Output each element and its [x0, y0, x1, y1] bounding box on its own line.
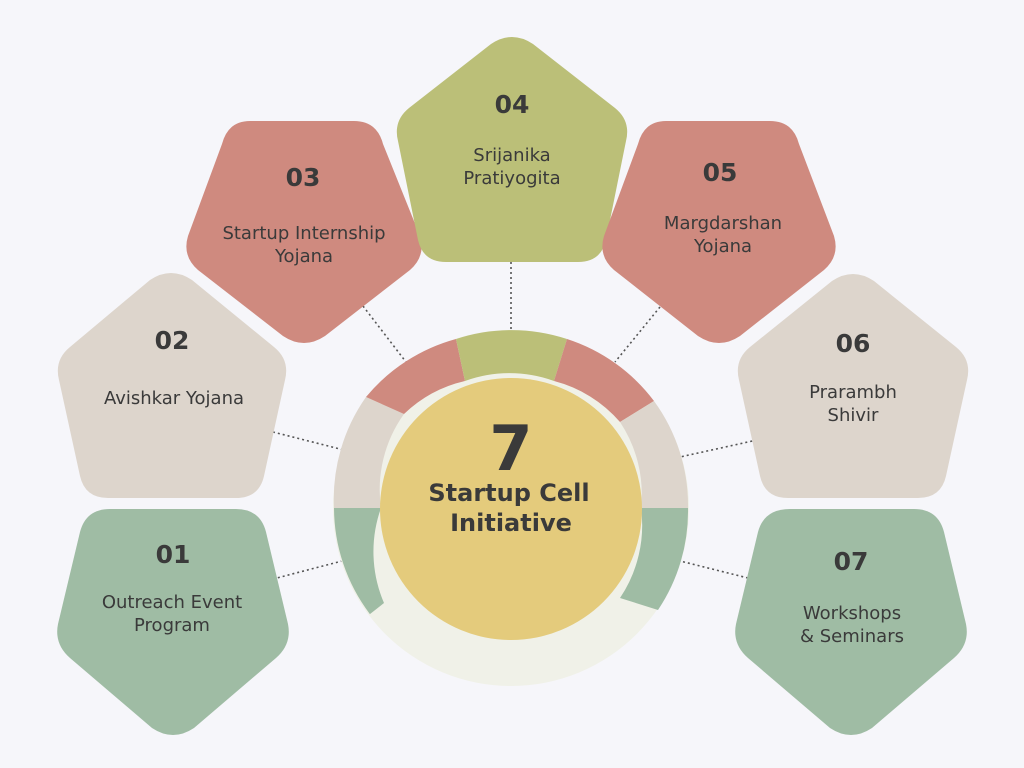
center-hub: 7 Startup Cell Initiative — [380, 378, 642, 640]
ring-segment-06 — [620, 401, 689, 508]
pentagon-04-label-line1: Srijanika — [473, 145, 550, 166]
center-circle — [380, 378, 642, 640]
pentagon-01: 01 Outreach Event Program — [57, 509, 289, 735]
pentagon-07-label-line2: & Seminars — [800, 626, 904, 647]
connector-02 — [272, 431, 345, 451]
pentagon-02-label-line1: Avishkar Yojana — [104, 388, 244, 409]
pentagon-01-number: 01 — [156, 540, 191, 569]
connector-01 — [272, 560, 343, 580]
center-title-line2: Initiative — [450, 509, 572, 537]
connector-07 — [679, 560, 749, 579]
center-title-line1: Startup Cell — [428, 479, 589, 507]
pentagon-04-shape — [396, 37, 628, 262]
pentagon-07: 07 Workshops & Seminars — [735, 509, 967, 735]
connector-03 — [362, 305, 407, 363]
ring-segment-07 — [620, 508, 689, 610]
pentagon-07-label-line1: Workshops — [803, 603, 901, 624]
ring-segment-01 — [333, 506, 384, 615]
pentagon-06-number: 06 — [836, 329, 871, 358]
pentagon-05-label-line1: Margdarshan — [664, 213, 782, 234]
pentagon-06-label-line1: Prarambh — [809, 382, 897, 403]
pentagon-06-label-line2: Shivir — [828, 405, 879, 426]
pentagon-03: 03 Startup Internship Yojana — [186, 121, 422, 343]
pentagon-02-shape — [57, 273, 287, 498]
pentagon-01-label-line1: Outreach Event — [102, 592, 242, 613]
ring-segment-02 — [333, 397, 404, 508]
connector-06 — [679, 439, 758, 458]
connector-lines — [272, 262, 758, 580]
connector-05 — [614, 306, 661, 363]
pentagon-04-label-line2: Pratiyogita — [463, 168, 560, 189]
pentagon-04: 04 Srijanika Pratiyogita — [396, 37, 628, 262]
pentagon-01-shape — [57, 509, 289, 735]
pentagon-01-label-line2: Program — [134, 615, 210, 636]
pentagon-02-number: 02 — [155, 326, 190, 355]
pentagon-03-shape — [186, 121, 422, 343]
center-number: 7 — [489, 412, 532, 485]
pentagon-06: 06 Prarambh Shivir — [737, 274, 969, 498]
pentagon-05-number: 05 — [703, 158, 738, 187]
pentagon-05-shape — [602, 121, 836, 343]
pentagon-07-shape — [735, 509, 967, 735]
ring-segment-04 — [456, 330, 567, 381]
pentagon-02: 02 Avishkar Yojana — [57, 273, 287, 498]
pentagon-06-shape — [737, 274, 969, 498]
pentagon-07-number: 07 — [834, 547, 869, 576]
pentagon-05: 05 Margdarshan Yojana — [602, 121, 836, 343]
pentagon-05-label-line2: Yojana — [693, 236, 752, 257]
ring-segment-05 — [554, 339, 654, 422]
pentagon-03-label-line1: Startup Internship — [222, 223, 385, 244]
pentagon-03-label-line2: Yojana — [274, 246, 333, 267]
pentagon-03-number: 03 — [286, 163, 321, 192]
pentagon-04-number: 04 — [495, 90, 530, 119]
ring-segment-03 — [366, 339, 465, 414]
